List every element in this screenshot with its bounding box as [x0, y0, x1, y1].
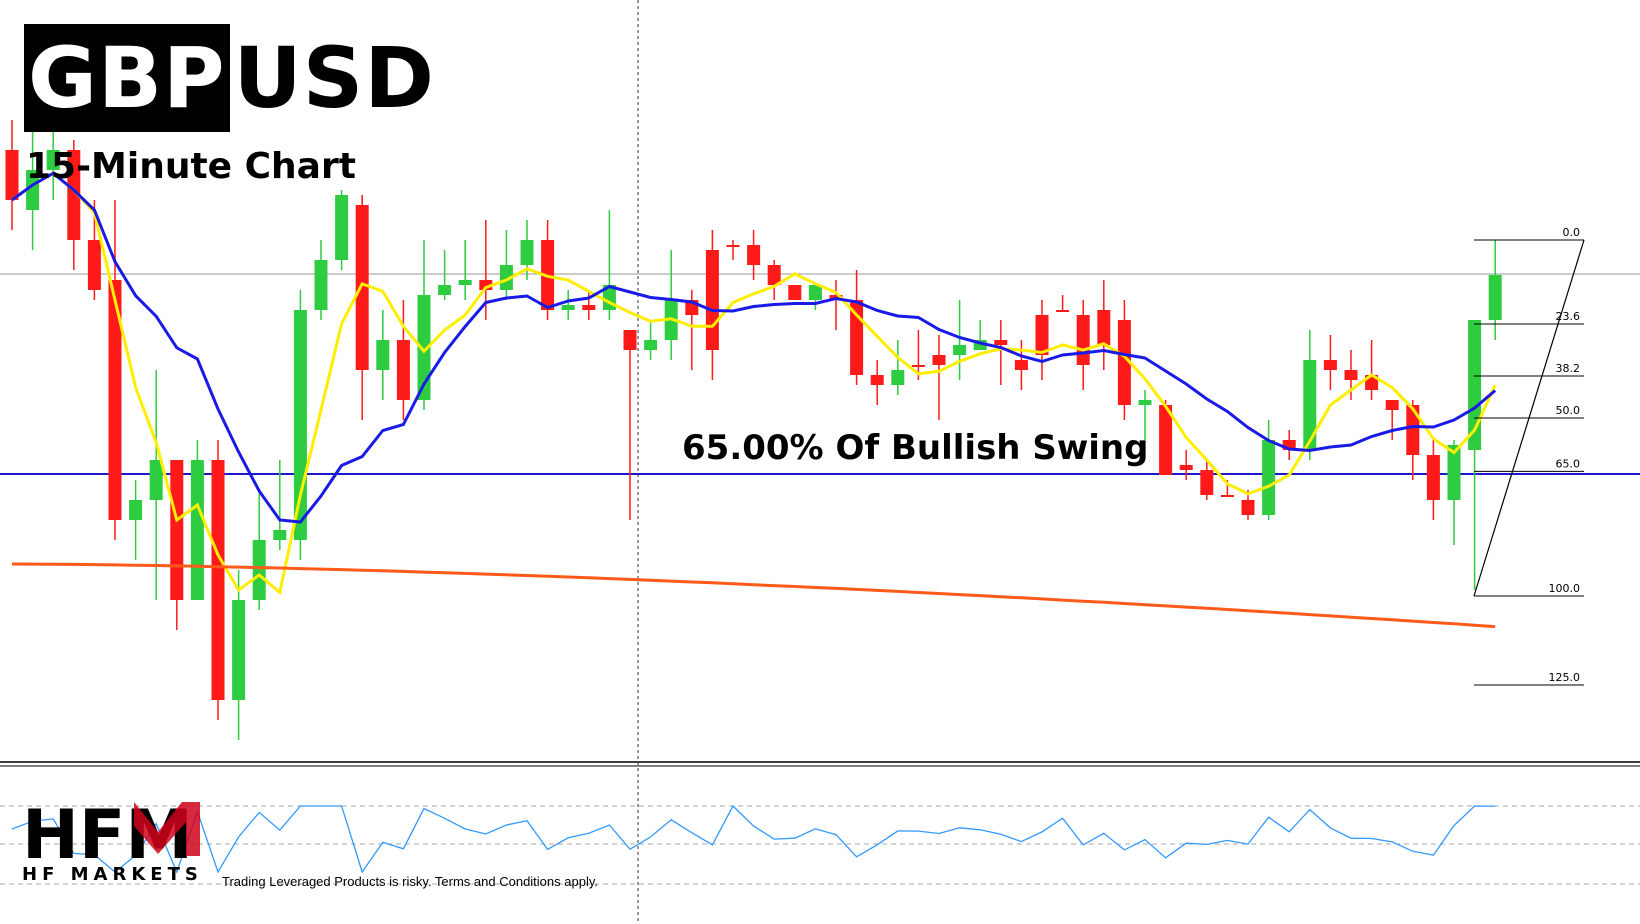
candle-body [767, 265, 781, 285]
candle-body [1035, 315, 1049, 355]
candle-body [355, 205, 369, 370]
candle-body [293, 310, 307, 540]
candle-body [479, 280, 493, 290]
hfm-logo-icon: HFM [22, 796, 200, 875]
candle-body [1056, 310, 1070, 312]
candle-body [87, 240, 101, 290]
candle-body [1138, 400, 1152, 405]
candle-body [623, 330, 637, 350]
candle-body [1406, 405, 1420, 455]
timeframe-label: 15-Minute Chart [26, 146, 356, 187]
candle-body [1220, 495, 1234, 497]
candle-body [232, 600, 246, 700]
candle-body [705, 250, 719, 350]
slow-moving-average [11, 562, 1496, 629]
candle-body [1241, 500, 1255, 515]
candle-body [973, 340, 987, 350]
candle-body [520, 240, 534, 265]
candle-body [644, 340, 658, 350]
fib-level-label: 50.0 [1556, 404, 1581, 417]
candle-body [458, 280, 472, 285]
candle-body [911, 365, 925, 367]
fib-annotation: 65.00% Of Bullish Swing [682, 428, 1149, 468]
candle-body [46, 150, 60, 170]
symbol-base: GBP [24, 24, 230, 132]
candle-body [1159, 405, 1173, 475]
candle-body [1179, 465, 1193, 470]
candle-body [376, 340, 390, 370]
oscillator-line [11, 804, 1496, 874]
fib-level-label: 23.6 [1556, 310, 1581, 323]
fast-moving-average [11, 171, 1497, 596]
candle-body [1117, 320, 1131, 405]
candle-body [1262, 440, 1276, 515]
candle-body [891, 370, 905, 385]
fib-level-label: 38.2 [1556, 362, 1581, 375]
candle-body [582, 305, 596, 310]
candle-body [273, 530, 287, 540]
fib-level-label: 0.0 [1563, 226, 1581, 239]
candle-body [252, 540, 266, 600]
candle-body [953, 345, 967, 355]
chart-title: GBP USD [24, 24, 435, 132]
candle-body [808, 285, 822, 300]
candle-body [5, 150, 19, 200]
candle-body [149, 460, 163, 500]
candle-body [314, 260, 328, 310]
candle-body [1447, 445, 1461, 500]
candle-body [1323, 360, 1337, 370]
candle-body [932, 355, 946, 365]
candle-body [994, 340, 1008, 345]
logo-subtext: HF MARKETS [22, 864, 203, 885]
candle-body [438, 285, 452, 295]
fib-level-label: 65.0 [1556, 457, 1581, 470]
candle-body [335, 195, 349, 260]
candle-body [26, 170, 40, 210]
candle-body [108, 280, 122, 520]
candle-body [1303, 360, 1317, 450]
candle-body [190, 460, 204, 600]
candle-body [561, 305, 575, 310]
candle-body [1200, 470, 1214, 495]
candle-body [726, 245, 740, 247]
candle-body [1344, 370, 1358, 380]
candle-body [1014, 360, 1028, 370]
candle-body [499, 265, 513, 290]
mid-moving-average [11, 171, 1497, 524]
candle-body [1076, 315, 1090, 365]
candle-body [870, 375, 884, 385]
candle-body [129, 500, 143, 520]
fib-level-label: 125.0 [1549, 671, 1581, 684]
fib-level-label: 100.0 [1549, 582, 1581, 595]
candle-body [788, 285, 802, 300]
candle-body [170, 460, 184, 600]
candle-body [211, 460, 225, 700]
disclaimer-text: Trading Leveraged Products is risky. Ter… [222, 874, 598, 889]
candle-body [417, 295, 431, 400]
candle-body [396, 340, 410, 400]
candle-body [1385, 400, 1399, 410]
candle-body [1426, 455, 1440, 500]
candle-body [1282, 440, 1296, 450]
symbol-quote: USD [233, 29, 435, 127]
candle-body [747, 245, 761, 265]
candle-body [1488, 275, 1502, 320]
candle-body [67, 150, 81, 240]
candle-body [1097, 310, 1111, 345]
